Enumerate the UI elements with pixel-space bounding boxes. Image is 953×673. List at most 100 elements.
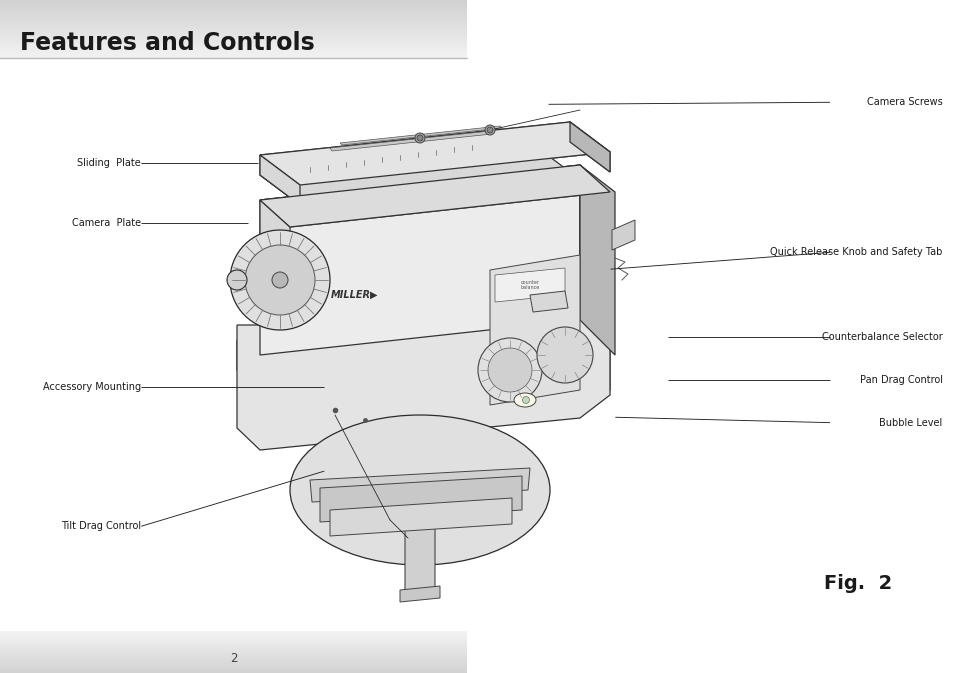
- Bar: [0, 658, 467, 659]
- Bar: [0, 634, 467, 635]
- Bar: [0, 46, 467, 48]
- Bar: [0, 13, 467, 15]
- Polygon shape: [612, 220, 635, 250]
- Bar: [0, 25, 467, 27]
- Bar: [0, 23, 467, 25]
- Bar: [0, 52, 467, 54]
- Bar: [0, 651, 467, 652]
- Bar: [0, 665, 467, 666]
- Bar: [0, 637, 467, 638]
- Polygon shape: [236, 290, 609, 450]
- Circle shape: [477, 338, 541, 402]
- Polygon shape: [260, 122, 609, 185]
- Text: 2: 2: [546, 303, 549, 307]
- Bar: [0, 672, 467, 673]
- Bar: [0, 29, 467, 31]
- Bar: [0, 15, 467, 17]
- Bar: [0, 7, 467, 9]
- Circle shape: [416, 135, 422, 141]
- Text: Camera Screws: Camera Screws: [866, 98, 942, 107]
- Polygon shape: [236, 295, 609, 410]
- Polygon shape: [260, 142, 569, 205]
- Polygon shape: [339, 126, 501, 145]
- Circle shape: [486, 127, 493, 133]
- Bar: [0, 648, 467, 649]
- Bar: [0, 662, 467, 663]
- Text: Camera  Plate: Camera Plate: [72, 219, 141, 228]
- Text: 1: 1: [538, 303, 540, 307]
- Text: Sliding  Plate: Sliding Plate: [77, 158, 141, 168]
- Bar: [0, 40, 467, 42]
- Bar: [0, 20, 467, 22]
- Bar: [0, 653, 467, 655]
- Bar: [0, 9, 467, 11]
- Polygon shape: [260, 165, 609, 227]
- Text: Bubble Level: Bubble Level: [879, 418, 942, 427]
- Bar: [0, 649, 467, 651]
- Circle shape: [488, 348, 532, 392]
- Bar: [0, 0, 467, 2]
- Text: Quick Release Knob and Safety Tab: Quick Release Knob and Safety Tab: [769, 248, 942, 257]
- Text: Features and Controls: Features and Controls: [20, 31, 314, 55]
- Bar: [0, 643, 467, 645]
- Bar: [0, 27, 467, 29]
- Bar: [0, 31, 467, 33]
- Bar: [0, 11, 467, 13]
- Text: Accessory Mounting: Accessory Mounting: [43, 382, 141, 392]
- Polygon shape: [495, 268, 564, 302]
- Text: Counterbalance Selector: Counterbalance Selector: [821, 332, 942, 341]
- Polygon shape: [260, 165, 579, 355]
- Bar: [0, 631, 467, 633]
- Bar: [0, 652, 467, 653]
- Bar: [0, 642, 467, 643]
- Bar: [0, 670, 467, 672]
- Text: MILLER▶: MILLER▶: [331, 290, 378, 300]
- Bar: [0, 35, 467, 37]
- Bar: [0, 48, 467, 50]
- Circle shape: [484, 125, 495, 135]
- Polygon shape: [330, 498, 512, 536]
- Bar: [0, 44, 467, 46]
- Text: 4: 4: [562, 303, 565, 307]
- Bar: [0, 663, 467, 665]
- Polygon shape: [490, 255, 579, 405]
- Bar: [0, 645, 467, 646]
- Text: Pan Drag Control: Pan Drag Control: [859, 376, 942, 385]
- Polygon shape: [579, 165, 609, 280]
- Polygon shape: [260, 122, 609, 185]
- Polygon shape: [260, 165, 609, 227]
- Circle shape: [227, 270, 247, 290]
- Bar: [0, 4, 467, 6]
- Circle shape: [537, 327, 593, 383]
- Bar: [0, 37, 467, 38]
- Bar: [0, 659, 467, 660]
- Circle shape: [272, 272, 288, 288]
- Polygon shape: [399, 586, 439, 602]
- Bar: [0, 639, 467, 641]
- Text: counter
balance: counter balance: [519, 279, 539, 291]
- Text: 2: 2: [230, 651, 237, 664]
- Text: Fig.  2: Fig. 2: [822, 574, 891, 593]
- Bar: [0, 660, 467, 662]
- Bar: [0, 669, 467, 670]
- Bar: [0, 54, 467, 56]
- Bar: [0, 38, 467, 40]
- Ellipse shape: [514, 393, 536, 407]
- Circle shape: [415, 133, 424, 143]
- Bar: [0, 6, 467, 7]
- Bar: [0, 666, 467, 668]
- Bar: [0, 50, 467, 52]
- Polygon shape: [569, 122, 609, 172]
- Bar: [0, 641, 467, 642]
- Polygon shape: [405, 520, 435, 594]
- Text: Tilt Drag Control: Tilt Drag Control: [61, 522, 141, 531]
- Bar: [0, 33, 467, 35]
- Circle shape: [245, 245, 314, 315]
- Bar: [0, 42, 467, 44]
- Bar: [0, 638, 467, 639]
- Polygon shape: [260, 200, 290, 310]
- Text: 3: 3: [554, 303, 557, 307]
- Bar: [0, 17, 467, 20]
- Bar: [0, 646, 467, 648]
- Bar: [0, 2, 467, 4]
